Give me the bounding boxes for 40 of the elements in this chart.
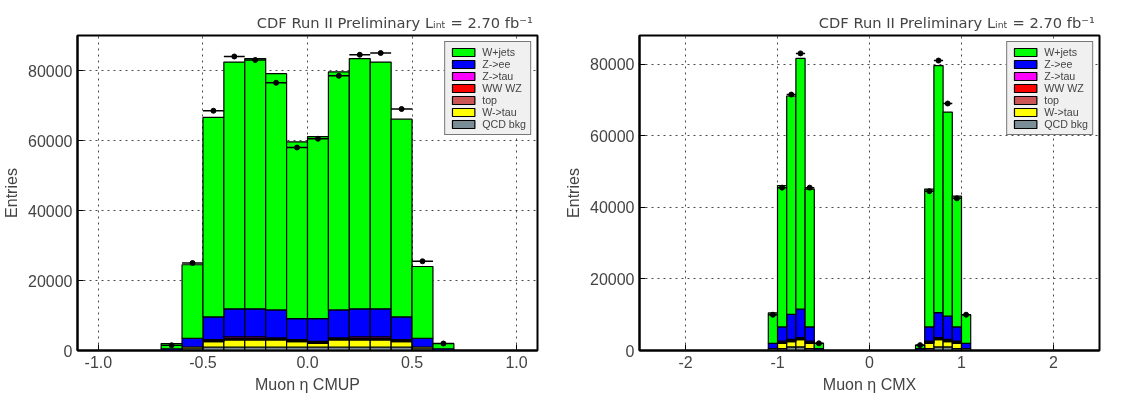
y-tick-label: 80000	[590, 56, 635, 74]
legend-label: W+jets	[1044, 46, 1078, 58]
legend-label: Z->tau	[1044, 70, 1076, 82]
chart-title: CDF Run II Preliminary Lᵢₙₜ = 2.70 fb⁻¹	[818, 13, 1095, 31]
legend-label: top	[1044, 94, 1060, 106]
y-axis-title: Entries	[565, 168, 583, 218]
legend-label: W->tau	[482, 106, 517, 118]
legend-label: Z->ee	[482, 58, 511, 70]
chart-title: CDF Run II Preliminary Lᵢₙₜ = 2.70 fb⁻¹	[256, 13, 533, 31]
y-axis-title: Entries	[3, 168, 21, 218]
x-axis-title: Muon η CMX	[822, 375, 917, 393]
x-tick-label: 0	[865, 353, 875, 371]
x-axis-title: Muon η CMUP	[255, 375, 360, 393]
legend-label: Z->tau	[482, 70, 514, 82]
y-tick-label: 80000	[28, 62, 73, 80]
y-tick-label: 60000	[28, 132, 73, 150]
x-tick-label: -2	[678, 353, 693, 371]
legend-label: W+jets	[482, 46, 516, 58]
y-tick-label: 20000	[28, 272, 73, 290]
x-tick-label: 0.5	[400, 353, 424, 371]
y-tick-label: 60000	[590, 127, 635, 145]
legend-label: QCD bkg	[1044, 118, 1088, 130]
legend-label: Z->ee	[1044, 58, 1073, 70]
legend-label: WW WZ	[1044, 82, 1084, 94]
x-tick-label: 1.0	[505, 353, 528, 371]
y-tick-label: 0	[63, 342, 73, 360]
legend-label: WW WZ	[482, 82, 522, 94]
x-tick-label: 2	[1049, 353, 1059, 371]
legend-label: top	[482, 94, 498, 106]
y-tick-label: 40000	[590, 199, 635, 217]
x-tick-label: -0.5	[189, 353, 217, 371]
y-tick-label: 40000	[28, 202, 73, 220]
x-tick-label: -1	[770, 353, 785, 371]
legend-label: QCD bkg	[482, 118, 526, 130]
legend-label: W->tau	[1044, 106, 1079, 118]
y-tick-label: 20000	[590, 270, 635, 288]
x-tick-label: -1.0	[84, 353, 113, 371]
x-tick-label: 0.0	[296, 353, 319, 371]
x-tick-label: 1	[957, 353, 967, 371]
y-tick-label: 0	[625, 342, 635, 360]
